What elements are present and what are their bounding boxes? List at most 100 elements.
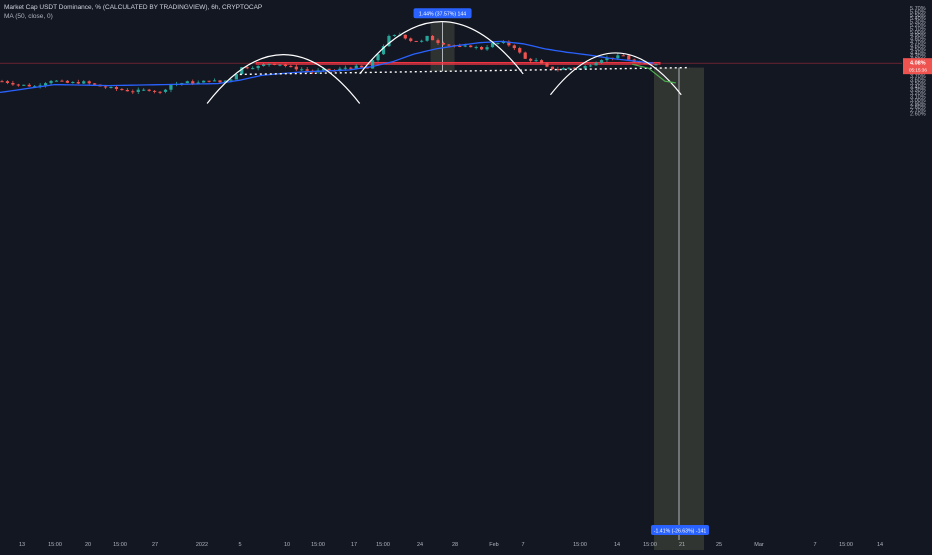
- candle-body: [5, 81, 10, 83]
- candle-body: [539, 60, 544, 64]
- candle-body: [153, 90, 157, 92]
- price-tick-label: 5.60%: [910, 9, 926, 15]
- candle-body: [594, 62, 598, 66]
- candle-body: [409, 38, 413, 41]
- candle-body: [169, 84, 173, 90]
- candle-body: [638, 62, 642, 64]
- candle-body: [234, 74, 238, 80]
- indicator-legend: MA (50, close, 0): [4, 13, 53, 20]
- candle-body: [109, 87, 113, 89]
- candle-body: [490, 43, 495, 48]
- candle-body: [381, 46, 386, 55]
- time-tick-label: 15:00: [113, 542, 127, 548]
- candle-body: [207, 80, 211, 82]
- candle-body: [82, 81, 86, 84]
- candle-body: [605, 57, 609, 61]
- price-tick-label: 3.00%: [910, 98, 926, 104]
- time-tick-label: 15:00: [376, 542, 390, 548]
- candle-body: [202, 80, 206, 83]
- time-tick-label: 10: [284, 542, 290, 548]
- candle-body: [420, 40, 424, 42]
- head-measure-label-bg: [413, 8, 472, 19]
- time-tick-label: 20: [85, 542, 91, 548]
- candle-body: [523, 52, 527, 59]
- projection-path: [632, 63, 676, 84]
- price-tick-label: 5.10%: [910, 26, 926, 32]
- candle-body: [11, 82, 15, 85]
- price-tick-label: 3.20%: [910, 91, 926, 97]
- price-tick-label: 5.30%: [910, 20, 926, 26]
- candle-body: [349, 67, 353, 69]
- candle-body: [654, 64, 658, 66]
- candle-body: [272, 63, 277, 65]
- time-tick-label: 15:00: [573, 542, 587, 548]
- candle-body: [33, 86, 37, 88]
- candle-body: [545, 63, 549, 67]
- candle-body: [103, 86, 108, 88]
- candle-body: [392, 34, 396, 36]
- candle-body: [616, 55, 620, 59]
- left-shoulder-arc: [206, 54, 361, 104]
- price-tick-label: 4.40%: [910, 50, 926, 56]
- candle-body: [44, 83, 48, 86]
- price-tick-label: 5.70%: [910, 6, 926, 12]
- price-tick-label: 4.70%: [910, 40, 926, 46]
- candle-body: [507, 41, 511, 46]
- time-tick-label: 28: [452, 542, 458, 548]
- candle-body: [321, 68, 326, 71]
- candle-body: [534, 60, 538, 62]
- candle-body: [60, 80, 64, 82]
- candle-body: [354, 65, 358, 69]
- candle-body: [147, 89, 151, 91]
- candle-body: [163, 89, 168, 92]
- candle-body: [300, 69, 304, 71]
- candle-body: [278, 64, 282, 66]
- candle-body: [589, 65, 593, 67]
- candle-body: [360, 65, 364, 68]
- price-tick-label: 2.90%: [910, 101, 926, 107]
- time-tick-label: 5: [238, 542, 241, 548]
- price-tick-label: 2.80%: [910, 105, 926, 111]
- target-measure-label: -1.41% (-26.63%) -141: [651, 525, 709, 535]
- candle-body: [267, 63, 271, 65]
- time-tick-label: 27: [152, 542, 158, 548]
- time-tick-label: 14: [877, 542, 883, 548]
- candle-body: [387, 35, 391, 47]
- right-shoulder-arc: [549, 52, 682, 96]
- candle-body: [436, 40, 440, 43]
- price-tick-label: 3.60%: [910, 78, 926, 84]
- price-tick-label: 4.30%: [910, 54, 926, 60]
- candle-body: [561, 68, 565, 70]
- candle-body: [65, 80, 69, 83]
- price-tick-label: 3.50%: [910, 81, 926, 87]
- candle-body: [38, 85, 42, 87]
- candle-body: [49, 80, 53, 84]
- candle-body: [212, 80, 217, 82]
- candle-body: [567, 67, 571, 69]
- candle-body: [463, 45, 467, 47]
- candle-body: [621, 55, 625, 57]
- candle-body: [54, 80, 59, 82]
- price-tick-label: 4.90%: [910, 33, 926, 39]
- candle-body: [87, 81, 91, 84]
- candle-body: [289, 66, 293, 68]
- time-tick-label: 2022: [196, 542, 208, 548]
- candle-body: [229, 79, 233, 81]
- candle-body: [425, 35, 429, 41]
- candle-body: [131, 91, 135, 93]
- candle-body: [125, 89, 129, 92]
- candle-body: [496, 43, 500, 45]
- candle-body: [556, 69, 560, 71]
- candle-body: [529, 58, 533, 61]
- candle-body: [485, 47, 489, 50]
- candle-body: [447, 44, 451, 46]
- price-tick-label: 5.20%: [910, 23, 926, 29]
- candle-body: [376, 54, 380, 61]
- candle-body: [262, 64, 266, 66]
- symbol-title: Market Cap USDT Dominance, % (CALCULATED…: [4, 4, 263, 11]
- target-measure-label-text: -1.41% (-26.63%) -141: [654, 528, 707, 534]
- last-price-value: 4.08%: [910, 61, 926, 67]
